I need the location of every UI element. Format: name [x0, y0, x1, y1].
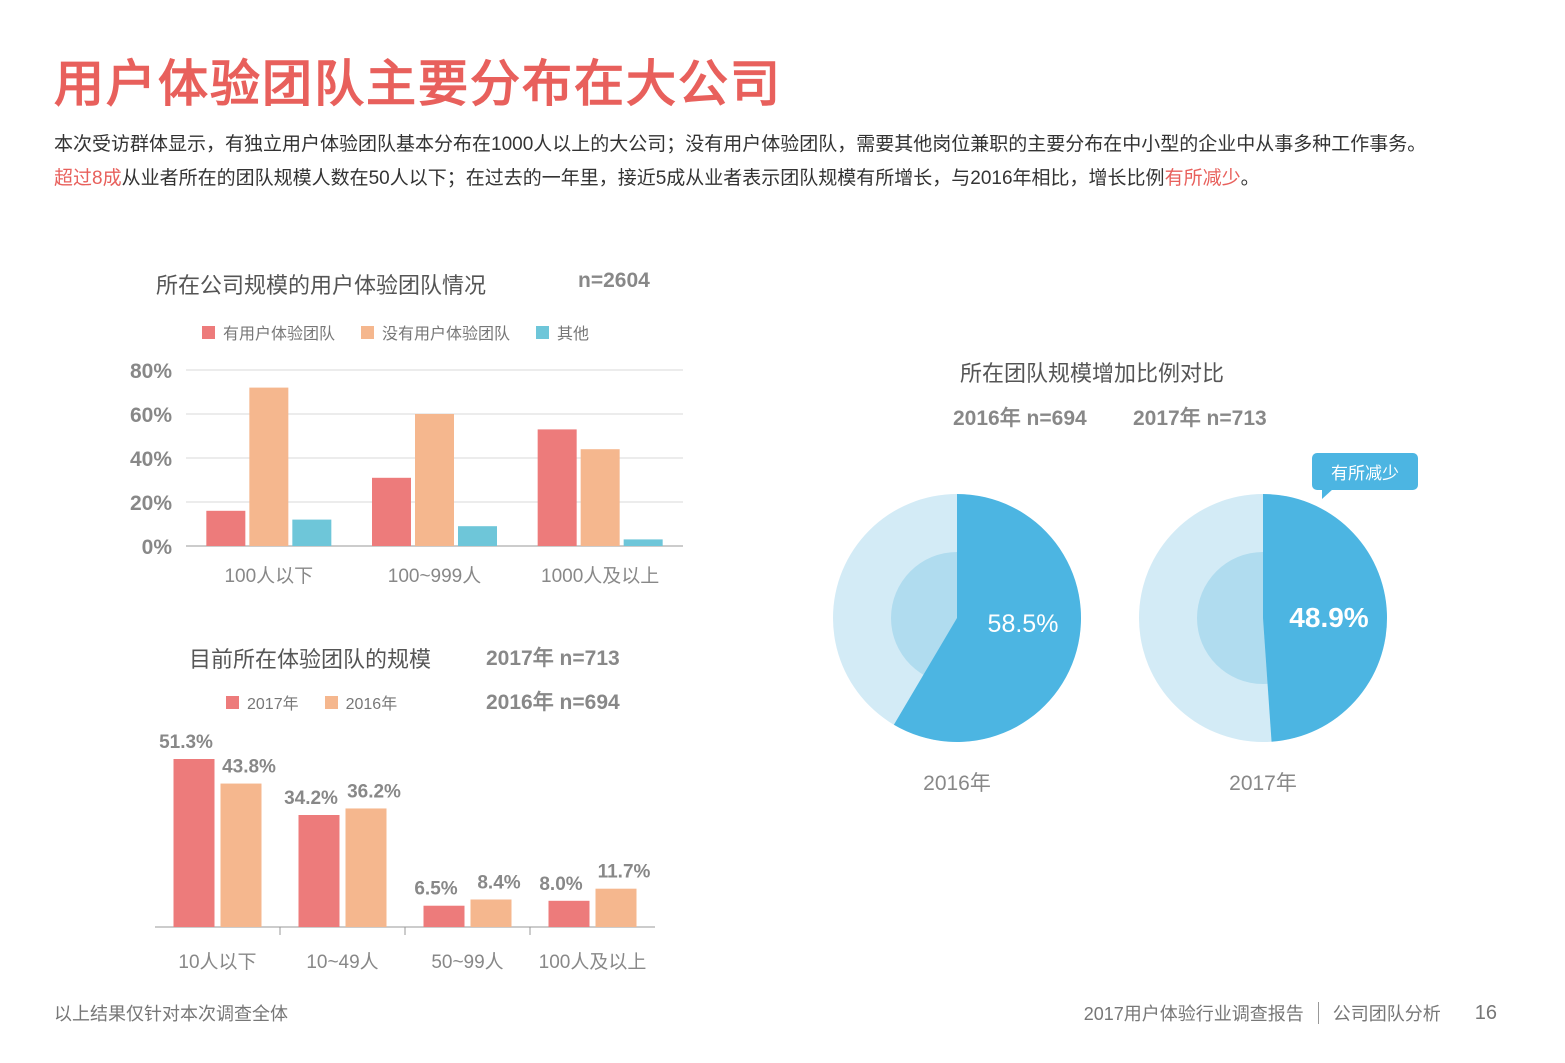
chart1-title: 所在公司规模的用户体验团队情况 — [156, 273, 487, 298]
legend-swatch — [202, 325, 215, 339]
chart1-ytick-label: 20% — [130, 492, 172, 515]
pie-2016-label: 2016年 — [923, 772, 991, 795]
chart2-data-label: 11.7% — [598, 862, 651, 883]
chart1-legend-item-3: 其他 — [536, 320, 589, 344]
chart2-n-2017: 2017年 n=713 — [486, 647, 620, 670]
chart1-legend-item-1: 有用户体验团队 — [202, 320, 335, 344]
chart2-data-label: 43.8% — [222, 757, 276, 778]
chart1-xtick-label: 100~999人 — [388, 565, 482, 587]
chart1-bar — [458, 526, 497, 546]
chart2-bar — [548, 900, 590, 927]
chart2-data-label: 8.4% — [477, 872, 520, 893]
callout-bubble: 有所减少 — [1312, 453, 1418, 499]
chart1-n: n=2604 — [578, 269, 650, 292]
pie-slice — [893, 494, 1081, 742]
legend-swatch — [324, 695, 338, 709]
chart1-bar — [249, 387, 289, 546]
chart2-bar — [220, 783, 262, 927]
chart1-legend-item-2: 没有用户体验团队 — [361, 320, 510, 344]
chart2-bar — [298, 815, 340, 927]
chart1-xtick-label: 1000人及以上 — [541, 565, 659, 587]
chart2-xtick-label: 50~99人 — [431, 951, 503, 973]
page-title: 用户体验团队主要分布在大公司 — [54, 56, 782, 112]
footer-note: 以上结果仅针对本次调查全体 — [54, 1004, 288, 1024]
chart1-ytick-label: 0% — [142, 536, 173, 559]
chart2-bar — [173, 759, 215, 927]
intro-mid: 从业者所在的团队规模人数在50人以下；在过去的一年里，接近5成从业者表示团队规模… — [121, 168, 1165, 189]
intro-end: 。 — [1240, 168, 1260, 189]
legend-label: 2016年 — [345, 696, 398, 713]
chart1-bar — [623, 539, 663, 546]
chart1-bar — [580, 449, 620, 546]
chart2-xtick-label: 10~49人 — [306, 951, 378, 973]
legend-label: 有用户体验团队 — [223, 326, 336, 343]
chart2-data-label: 34.2% — [284, 788, 338, 809]
chart2-legend-item-2: 2016年 — [324, 690, 398, 714]
chart1-ytick-label: 80% — [130, 360, 172, 383]
footer: 2017用户体验行业调查报告 公司团队分析 16 — [1084, 1000, 1497, 1026]
chart1-ytick-label: 60% — [130, 404, 172, 427]
footer-section: 公司团队分析 — [1332, 1004, 1441, 1024]
chart2-bar — [470, 899, 512, 927]
chart2-legend: 2017年 2016年 — [226, 690, 397, 714]
chart2-title: 目前所在体验团队的规模 — [189, 647, 432, 672]
chart3-n-2017: 2017年 n=713 — [1133, 407, 1267, 430]
chart2-bar — [423, 905, 465, 927]
legend-label: 2017年 — [247, 696, 299, 713]
chart1-legend: 有用户体验团队 没有用户体验团队 其他 — [202, 320, 589, 344]
chart1-bar — [415, 414, 454, 546]
chart1-xtick-label: 100人以下 — [224, 565, 313, 587]
page-number: 16 — [1474, 1001, 1497, 1024]
legend-label: 没有用户体验团队 — [382, 326, 511, 343]
footer-report: 2017用户体验行业调查报告 — [1083, 1004, 1304, 1024]
intro-highlight-1: 超过8成 — [54, 168, 122, 189]
chart2-data-label: 51.3% — [159, 732, 213, 753]
intro-highlight-2: 有所减少 — [1164, 168, 1241, 189]
intro-text: 本次受访群体显示，有独立用户体验团队基本分布在1000人以上的大公司；没有用户体… — [54, 128, 1504, 196]
chart2-n-2016: 2016年 n=694 — [486, 691, 620, 714]
intro-line-1: 本次受访群体显示，有独立用户体验团队基本分布在1000人以上的大公司；没有用户体… — [54, 134, 1427, 155]
chart2-xtick-label: 10人以下 — [178, 951, 256, 973]
chart1-bar — [206, 510, 246, 546]
chart2-legend-item-1: 2017年 — [226, 690, 299, 714]
chart1-bar — [537, 429, 577, 546]
chart2-bar — [345, 808, 387, 927]
chart1-ytick-label: 40% — [130, 448, 172, 471]
chart2-xtick-label: 100人及以上 — [539, 951, 647, 973]
footer-divider — [1317, 1002, 1319, 1024]
intro-line-2: 超过8成从业者所在的团队规模人数在50人以下；在过去的一年里，接近5成从业者表示… — [54, 162, 1504, 196]
chart3-n-2016: 2016年 n=694 — [953, 407, 1087, 430]
legend-swatch — [536, 325, 550, 339]
chart1-bar — [292, 519, 332, 546]
pie-value-label: 58.5% — [988, 610, 1059, 638]
chart2-data-label: 36.2% — [347, 781, 401, 802]
pie-slice — [1263, 494, 1388, 742]
legend-swatch — [361, 325, 375, 339]
pie-2017-label: 2017年 — [1229, 772, 1297, 795]
legend-swatch — [226, 695, 239, 709]
chart2-data-label: 8.0% — [539, 874, 582, 895]
chart1-bar — [372, 477, 411, 546]
chart2-data-label: 6.5% — [414, 879, 457, 900]
chart3-title: 所在团队规模增加比例对比 — [960, 361, 1225, 386]
chart2-bar — [595, 888, 637, 927]
pie-value-label: 48.9% — [1289, 602, 1368, 633]
legend-label: 其他 — [557, 326, 590, 343]
